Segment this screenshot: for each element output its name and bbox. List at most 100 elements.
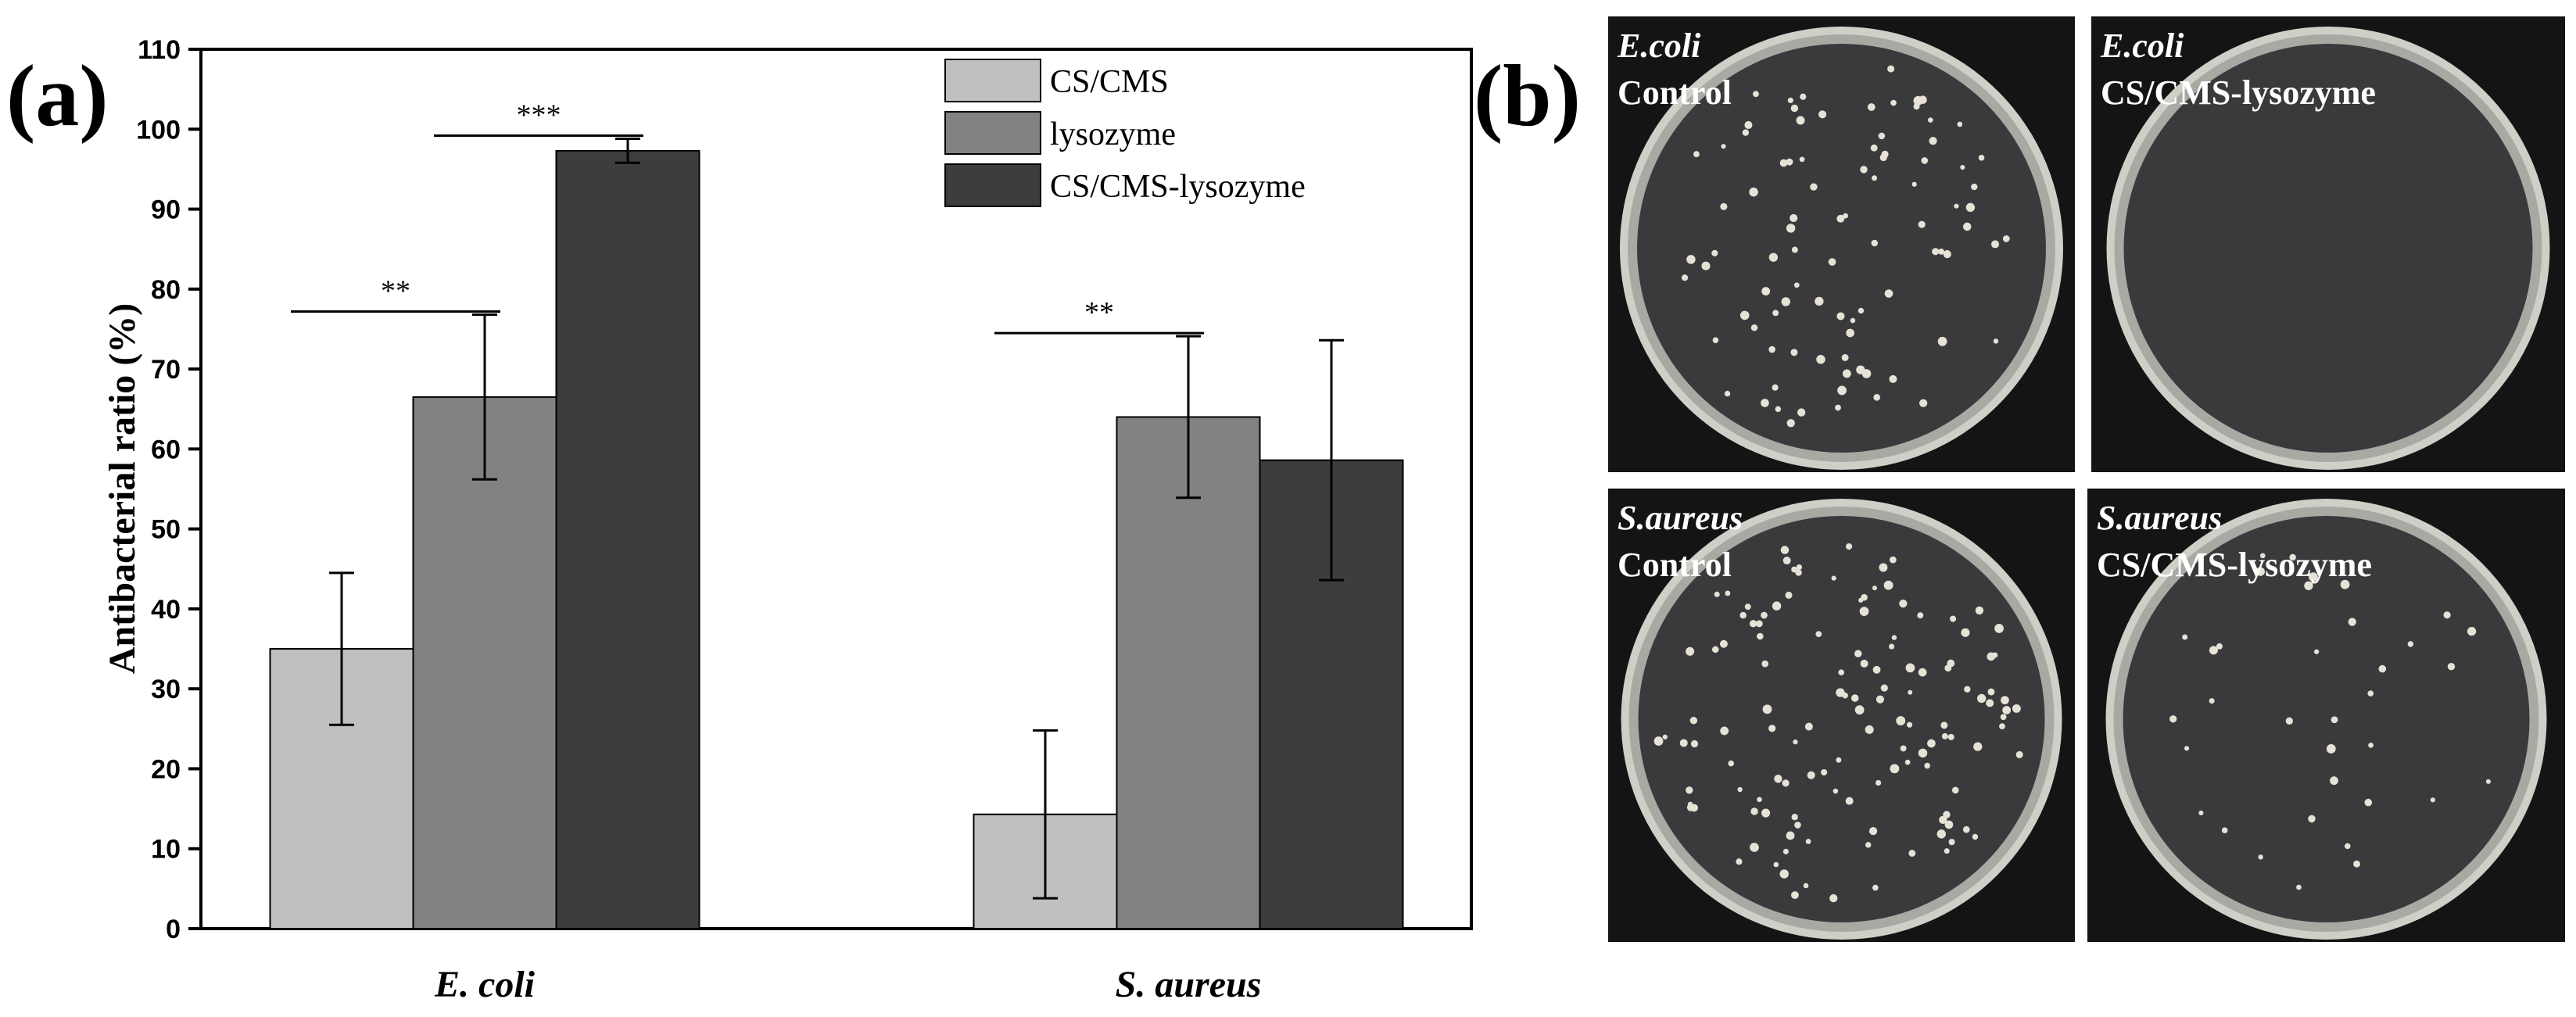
colony <box>1876 779 1882 786</box>
colony <box>1872 665 1881 674</box>
colony <box>2348 618 2356 626</box>
colony <box>1757 632 1764 640</box>
colony <box>2330 776 2338 786</box>
colony <box>2304 581 2313 591</box>
colony <box>1929 137 1937 145</box>
colony <box>2364 798 2373 807</box>
colony <box>1772 384 1779 391</box>
colony <box>1908 850 1916 857</box>
colony <box>2216 643 2223 650</box>
colony <box>1828 258 1836 266</box>
colony <box>1918 748 1928 758</box>
colony <box>1810 183 1818 191</box>
y-tick-label: 30 <box>151 675 181 704</box>
colony <box>1921 157 1929 164</box>
colony <box>1919 95 1927 105</box>
colony <box>1753 91 1759 98</box>
y-tick-label: 110 <box>138 35 181 65</box>
colony <box>1768 346 1775 353</box>
colony <box>1797 408 1806 417</box>
colony <box>2345 843 2351 850</box>
y-tick-label: 40 <box>151 595 181 625</box>
colony <box>1870 144 1878 152</box>
colony <box>1878 132 1886 140</box>
colony <box>1911 181 1917 187</box>
colony <box>1701 261 1711 270</box>
colony <box>1842 369 1851 378</box>
error-bar <box>1319 338 1344 582</box>
colony <box>1711 646 1719 654</box>
colony <box>1890 764 1900 774</box>
colony <box>1876 695 1884 704</box>
colony <box>1841 354 1849 361</box>
colony <box>1779 869 1789 879</box>
colony <box>1749 187 1758 197</box>
colony <box>1790 104 1799 113</box>
colony <box>1964 686 1971 693</box>
plate-photo: S.aureus CS/CMS-lysozyme <box>2087 489 2565 942</box>
colony <box>2002 235 2010 242</box>
colony <box>2258 854 2263 860</box>
colony <box>2221 827 2228 834</box>
colony <box>1859 607 1869 617</box>
agar <box>1637 44 2046 453</box>
colony <box>1791 891 1799 899</box>
colony <box>1686 786 1693 794</box>
colony <box>2467 626 2477 636</box>
colony <box>1846 328 1854 338</box>
colony <box>1775 775 1782 783</box>
colony <box>1854 650 1862 657</box>
colony <box>1899 600 1908 608</box>
colony <box>1835 404 1841 411</box>
colony <box>1790 349 1798 356</box>
legend-swatch <box>944 111 1041 155</box>
colony <box>1762 704 1772 714</box>
photo-treatment: CS/CMS-lysozyme <box>2097 546 2372 584</box>
plate-photo: E.coli CS/CMS-lysozyme <box>2091 16 2565 472</box>
legend-label: CS/CMS-lysozyme <box>1050 169 1306 205</box>
colony <box>1836 757 1842 763</box>
colony <box>1991 240 2000 249</box>
colony <box>1919 399 1928 407</box>
colony <box>1720 726 1729 736</box>
colony <box>1757 797 1762 803</box>
colony <box>1961 628 1970 637</box>
colony <box>1873 394 1881 401</box>
colony <box>1951 786 1959 794</box>
colony <box>1653 736 1664 746</box>
colony <box>1867 103 1876 111</box>
colony <box>1965 202 1976 212</box>
colony <box>1720 202 1728 210</box>
colony <box>1860 166 1868 174</box>
colony <box>1742 129 1750 136</box>
colony <box>1805 839 1811 844</box>
error-bar <box>1033 729 1058 900</box>
panel-label: (a) <box>6 48 109 145</box>
colony <box>1860 659 1868 668</box>
colony <box>2368 742 2374 748</box>
colony <box>1850 694 1859 702</box>
colony <box>1681 274 1689 281</box>
colony <box>1779 159 1788 167</box>
colony <box>1725 590 1731 596</box>
colony <box>1750 324 1758 331</box>
colony <box>1943 249 1951 259</box>
colony <box>1807 771 1815 779</box>
x-tick-label: E. coli <box>434 964 536 1005</box>
colony <box>1896 716 1906 726</box>
colony <box>1938 249 1944 255</box>
y-tick-label: 70 <box>151 355 181 385</box>
colony <box>2184 746 2190 751</box>
colony <box>1737 786 1743 793</box>
colony <box>1891 635 1897 640</box>
colony <box>1924 762 1930 769</box>
colony <box>1755 620 1763 628</box>
colony <box>1978 154 1985 161</box>
colony <box>1794 822 1801 829</box>
colony <box>1872 585 1877 591</box>
colony <box>1679 739 1688 747</box>
colony <box>1858 307 1865 314</box>
colony <box>2340 579 2350 589</box>
colony <box>1972 833 1979 840</box>
